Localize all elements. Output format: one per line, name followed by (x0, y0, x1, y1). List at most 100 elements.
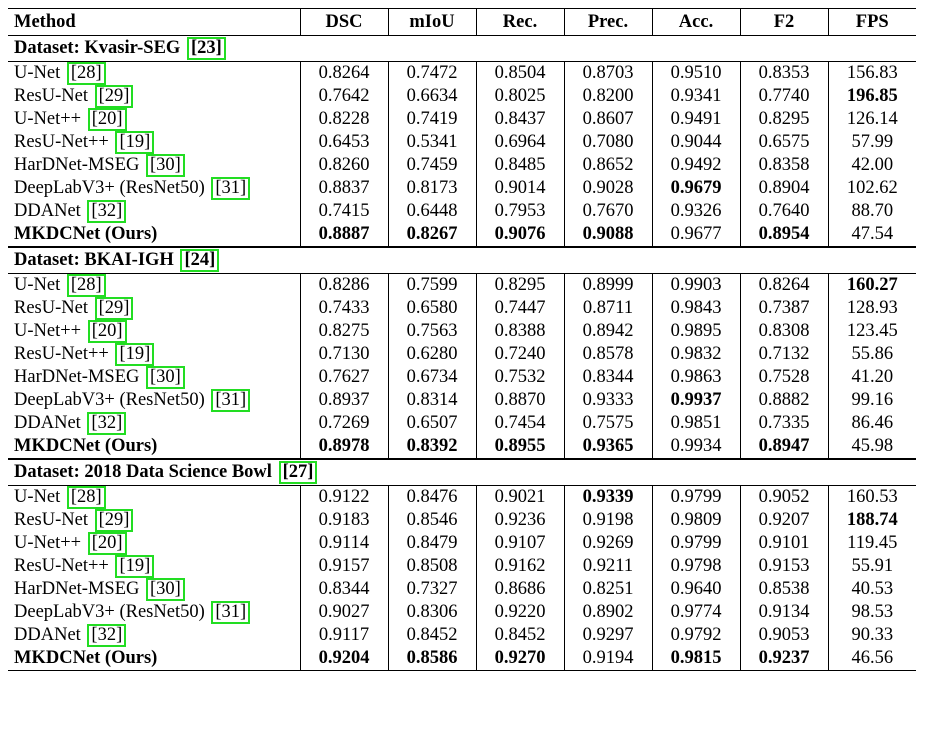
header-metric-fps: FPS (827, 8, 916, 36)
citation-link[interactable]: [31] (211, 177, 251, 200)
metric-value-miou: 0.8508 (387, 555, 476, 578)
metric-value-f2: 0.8954 (739, 223, 828, 248)
citation-link[interactable]: [20] (87, 320, 127, 343)
citation-link[interactable]: [23] (186, 37, 226, 60)
citation-link[interactable]: [19] (115, 343, 155, 366)
metric-value-fps: 102.62 (827, 177, 916, 200)
method-name: U-Net (14, 275, 61, 295)
method-name: DeepLabV3+ (ResNet50) (14, 602, 205, 622)
citation-link[interactable]: [30] (146, 366, 185, 389)
citation-link[interactable]: [24] (180, 249, 220, 272)
metric-value-fps: 55.91 (827, 555, 916, 578)
metric-value-fps: 188.74 (827, 509, 916, 532)
citation-link[interactable]: [30] (146, 154, 185, 177)
method-cell: DDANet [32] (8, 412, 300, 435)
metric-value-prec: 0.9211 (563, 555, 652, 578)
citation-link[interactable]: [29] (94, 509, 134, 532)
citation-link[interactable]: [31] (211, 601, 251, 624)
method-cell: DeepLabV3+ (ResNet50) [31] (8, 389, 300, 412)
method-name: ResU-Net++ (14, 344, 109, 364)
method-cell: HarDNet-MSEG [30] (8, 578, 300, 601)
metric-value-f2: 0.8904 (739, 177, 828, 200)
table-row: U-Net++ [20] 0.8228 0.7419 0.8437 0.8607 0.94… (8, 108, 916, 131)
metric-value-miou: 0.8479 (387, 532, 476, 555)
header-row: Method DSC mIoU Rec. Prec. Acc. F2 FPS (8, 8, 916, 36)
metric-value-fps: 160.27 (827, 273, 916, 297)
citation-link[interactable]: [20] (87, 108, 127, 131)
citation-link[interactable]: [31] (211, 389, 251, 412)
citation-link[interactable]: [32] (87, 200, 127, 223)
metric-value-miou: 0.6734 (387, 366, 476, 389)
metric-value-prec: 0.8703 (563, 61, 652, 85)
metric-value-miou: 0.6280 (387, 343, 476, 366)
method-cell: MKDCNet (Ours) (8, 647, 300, 671)
metric-value-fps: 47.54 (827, 223, 916, 248)
metric-value-prec: 0.9194 (563, 647, 652, 671)
metric-value-prec: 0.8942 (563, 320, 652, 343)
metric-value-f2: 0.7528 (739, 366, 828, 389)
dataset-name: Dataset: Kvasir-SEG (14, 38, 181, 58)
citation-link[interactable]: [28] (66, 486, 106, 509)
metric-value-acc: 0.9491 (651, 108, 740, 131)
metric-value-acc: 0.9815 (651, 647, 740, 671)
table-row: DeepLabV3+ (ResNet50) [31] 0.9027 0.8306 0.… (8, 601, 916, 624)
method-name: DeepLabV3+ (ResNet50) (14, 390, 205, 410)
citation-link[interactable]: [19] (115, 555, 155, 578)
table-row: DDANet [32] 0.9117 0.8452 0.8452 0.9297 0.979… (8, 624, 916, 647)
table-row: HarDNet-MSEG [30] 0.8260 0.7459 0.8485 0.865… (8, 154, 916, 177)
metric-value-miou: 0.6634 (387, 85, 476, 108)
citation-link[interactable]: [27] (278, 461, 318, 484)
metric-value-dsc: 0.8937 (299, 389, 388, 412)
method-name: ResU-Net (14, 298, 88, 318)
metric-value-acc: 0.9774 (651, 601, 740, 624)
metric-value-rec: 0.9107 (475, 532, 564, 555)
metric-value-f2: 0.8353 (739, 61, 828, 85)
metric-value-f2: 0.8358 (739, 154, 828, 177)
metric-value-dsc: 0.8978 (299, 435, 388, 460)
citation-link[interactable]: [29] (94, 297, 134, 320)
metric-value-rec: 0.9236 (475, 509, 564, 532)
dataset-name: Dataset: 2018 Data Science Bowl (14, 462, 272, 482)
metric-value-fps: 86.46 (827, 412, 916, 435)
metric-value-acc: 0.9903 (651, 273, 740, 297)
metric-value-rec: 0.6964 (475, 131, 564, 154)
metric-value-prec: 0.9028 (563, 177, 652, 200)
table-row: MKDCNet (Ours) 0.8887 0.8267 0.9076 0.9088 0.… (8, 223, 916, 248)
table-row: ResU-Net++ [19] 0.9157 0.8508 0.9162 0.9211 0… (8, 555, 916, 578)
metric-value-acc: 0.9798 (651, 555, 740, 578)
citation-link[interactable]: [19] (115, 131, 155, 154)
method-cell: U-Net++ [20] (8, 320, 300, 343)
dataset-row: Dataset: BKAI-IGH [24] (8, 246, 916, 274)
metric-value-acc: 0.9843 (651, 297, 740, 320)
metric-value-prec: 0.7575 (563, 412, 652, 435)
metric-value-prec: 0.9339 (563, 485, 652, 509)
metric-value-acc: 0.9934 (651, 435, 740, 460)
citation-link[interactable]: [28] (66, 274, 106, 297)
metric-value-miou: 0.7472 (387, 61, 476, 85)
table-row: DeepLabV3+ (ResNet50) [31] 0.8837 0.8173 0.… (8, 177, 916, 200)
citation-link[interactable]: [32] (87, 624, 127, 647)
metric-value-rec: 0.8025 (475, 85, 564, 108)
citation-link[interactable]: [20] (87, 532, 127, 555)
metric-value-rec: 0.7953 (475, 200, 564, 223)
metric-value-miou: 0.8452 (387, 624, 476, 647)
metric-value-rec: 0.7532 (475, 366, 564, 389)
metric-value-rec: 0.9270 (475, 647, 564, 671)
metric-value-miou: 0.8267 (387, 223, 476, 248)
metric-value-acc: 0.9832 (651, 343, 740, 366)
metric-value-f2: 0.8264 (739, 273, 828, 297)
method-cell: HarDNet-MSEG [30] (8, 154, 300, 177)
metric-value-rec: 0.8295 (475, 273, 564, 297)
citation-link[interactable]: [29] (94, 85, 134, 108)
citation-link[interactable]: [30] (146, 578, 185, 601)
metric-value-f2: 0.9053 (739, 624, 828, 647)
metric-value-f2: 0.7740 (739, 85, 828, 108)
citation-link[interactable]: [28] (66, 62, 106, 85)
metric-value-f2: 0.8882 (739, 389, 828, 412)
metric-value-acc: 0.9679 (651, 177, 740, 200)
metric-value-rec: 0.9220 (475, 601, 564, 624)
metric-value-rec: 0.7454 (475, 412, 564, 435)
metric-value-rec: 0.8388 (475, 320, 564, 343)
metric-value-miou: 0.8392 (387, 435, 476, 460)
citation-link[interactable]: [32] (87, 412, 127, 435)
